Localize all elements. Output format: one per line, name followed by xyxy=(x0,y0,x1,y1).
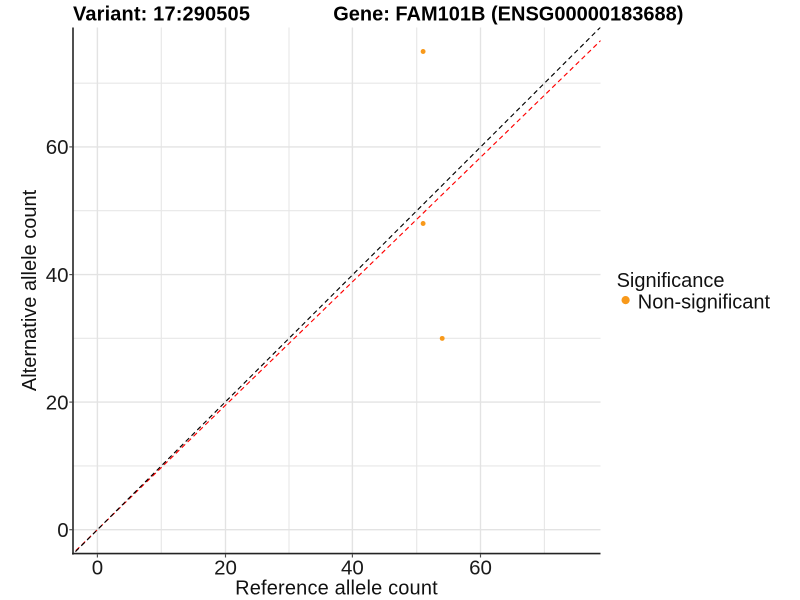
svg-text:Reference allele count: Reference allele count xyxy=(235,577,438,599)
svg-text:Gene: FAM101B (ENSG00000183688: Gene: FAM101B (ENSG00000183688) xyxy=(333,4,683,26)
svg-text:Non-significant: Non-significant xyxy=(638,291,771,313)
svg-text:40: 40 xyxy=(341,556,364,579)
svg-text:40: 40 xyxy=(46,264,69,287)
svg-text:20: 20 xyxy=(214,556,237,579)
svg-text:60: 60 xyxy=(46,136,69,159)
svg-text:Variant: 17:290505: Variant: 17:290505 xyxy=(73,4,250,26)
svg-text:20: 20 xyxy=(46,391,69,414)
svg-text:0: 0 xyxy=(57,519,68,542)
svg-text:Significance: Significance xyxy=(617,270,725,292)
svg-text:0: 0 xyxy=(92,556,103,579)
svg-text:Alternative allele count: Alternative allele count xyxy=(19,189,41,391)
svg-text:60: 60 xyxy=(469,556,492,579)
